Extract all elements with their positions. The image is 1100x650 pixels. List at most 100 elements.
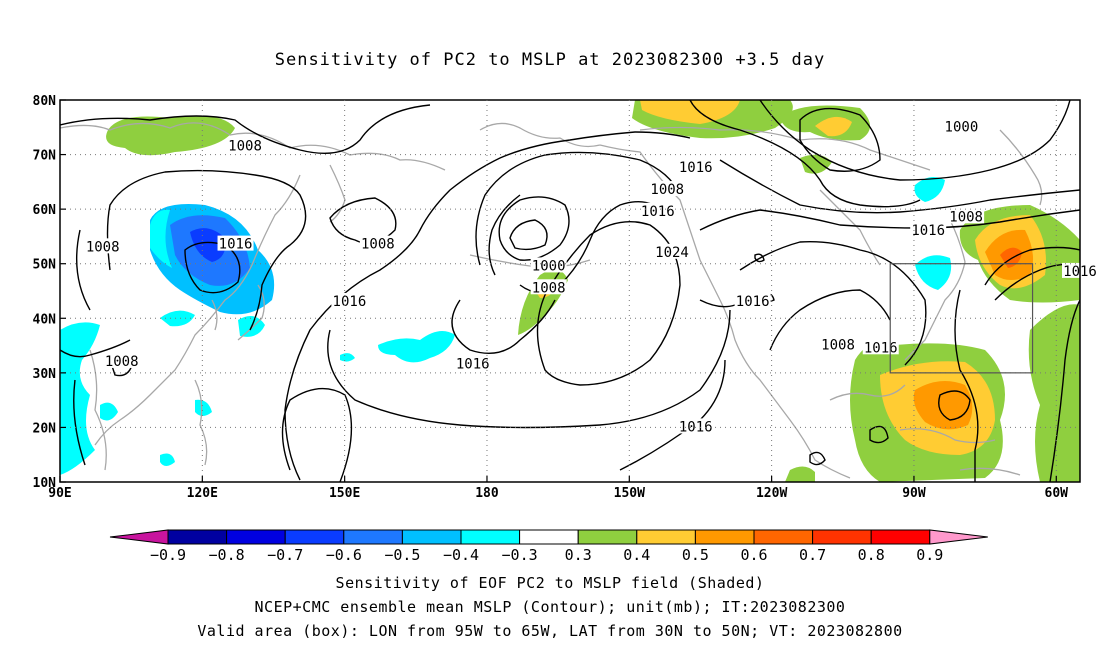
- contour-2: [106, 169, 307, 331]
- contour-4: [184, 241, 241, 294]
- contour-label-bg: [820, 336, 857, 352]
- contour-label-bg: [331, 292, 368, 308]
- contour-label-bg: [654, 243, 690, 259]
- lat-tick-label: 30N: [33, 367, 57, 382]
- shade-cyan-philip: [195, 399, 212, 416]
- lon-tick-label: 180: [475, 486, 499, 501]
- coast-caribbean: [899, 428, 996, 444]
- coast-alaska: [599, 144, 721, 301]
- contour-21: [759, 100, 1071, 181]
- contour-1: [60, 104, 431, 155]
- colorbar-segment: [226, 529, 286, 545]
- contour-label-bg: [948, 208, 985, 224]
- colorbar-label: 0.5: [682, 546, 709, 564]
- colorbar-segment: [636, 529, 696, 545]
- colorbar-segment: [167, 529, 228, 545]
- contour-9: [281, 387, 353, 482]
- contour-19: [689, 100, 921, 208]
- colorbar-label: −0.5: [384, 546, 420, 564]
- contour-32: [869, 425, 889, 444]
- colorbar-segment: [812, 529, 872, 545]
- colorbar-label: 0.3: [565, 546, 592, 564]
- shade-cyan-scs2: [160, 453, 175, 466]
- caption-line-2: NCEP+CMC ensemble mean MSLP (Contour); u…: [254, 598, 846, 616]
- colorbar-segment: [343, 529, 403, 545]
- shade-cyan-labrador: [914, 176, 945, 202]
- lat-tick-label: 70N: [33, 149, 57, 164]
- colorbar-label: −0.3: [502, 546, 538, 564]
- contour-label-bg: [677, 418, 714, 434]
- contour-14: [509, 219, 548, 251]
- lat-tick-label: 80N: [33, 94, 57, 109]
- colorbar-right-tip: [929, 529, 988, 545]
- sensitivity-shading: [60, 100, 1080, 482]
- colorbar-segment: [753, 529, 814, 545]
- shade-cyan-pacific2: [340, 353, 355, 362]
- colorbar-left-tip: [109, 529, 169, 545]
- valid-area-box: [889, 263, 1034, 374]
- contour-label-bg: [943, 118, 980, 134]
- contour-30: [1049, 299, 1080, 482]
- shade-orange-gulf: [913, 381, 973, 430]
- colorbar-segment: [284, 529, 345, 545]
- colorbar-segment: [519, 529, 579, 545]
- contour-label: 1008: [949, 209, 983, 225]
- coast-korea: [211, 299, 218, 331]
- colorbar-segment: [870, 529, 931, 545]
- caption-line-3: Valid area (box): LON from 95W to 65W, L…: [197, 622, 903, 640]
- coast-east-asia: [94, 174, 301, 446]
- contour-15: [488, 194, 521, 276]
- contour-26: [769, 289, 891, 351]
- colorbar-segment: [460, 529, 521, 545]
- coast-alaska-west: [479, 122, 601, 148]
- colorbar-label: 0.7: [799, 546, 826, 564]
- contour-label: 1016: [864, 340, 898, 356]
- colorbar-label: −0.8: [209, 546, 245, 564]
- coast-gulf: [829, 384, 906, 401]
- contour-8: [284, 131, 691, 481]
- lat-tick-label: 10N: [33, 476, 57, 491]
- contour-label-bg: [734, 292, 771, 308]
- contour-label: 1016: [679, 160, 713, 176]
- contour-label: 1008: [361, 237, 395, 253]
- coast-japan: [237, 284, 265, 341]
- contour-label-bg: [639, 202, 676, 218]
- colorbar-label: 0.8: [858, 546, 885, 564]
- contour-label: 1016: [911, 223, 945, 239]
- shade-cyan-greatlakes: [915, 255, 952, 290]
- contour-27: [984, 246, 1080, 286]
- colorbar-segment: [694, 529, 755, 545]
- contour-7: [329, 197, 397, 244]
- colorbar-label: −0.7: [267, 546, 303, 564]
- contour-33: [809, 451, 826, 466]
- contour-10: [451, 299, 556, 354]
- contour-3: [76, 229, 91, 311]
- caption-line-1: Sensitivity of EOF PC2 to MSLP field (Sh…: [335, 574, 765, 592]
- lon-tick-label: 150W: [614, 486, 645, 501]
- plot-title: Sensitivity of PC2 to MSLP at 2023082300…: [274, 50, 826, 70]
- contour-13: [498, 196, 570, 261]
- contour-label-bg: [217, 235, 254, 251]
- shade-dblue-asia: [190, 228, 226, 262]
- coast-indochina: [89, 349, 107, 471]
- contour-label-bg: [454, 355, 491, 371]
- contour-label-bg: [227, 137, 264, 153]
- contour-label: 1000: [945, 119, 979, 135]
- contour-label: 1008: [821, 338, 855, 354]
- colorbar-segment: [401, 529, 462, 545]
- contour-label: 1008: [532, 280, 566, 296]
- colorbar-label: −0.4: [443, 546, 479, 564]
- coast-sa-north: [959, 467, 1021, 476]
- lat-tick-label: 50N: [33, 258, 57, 273]
- contour-label-bg: [530, 257, 567, 273]
- lon-tick-label: 120W: [756, 486, 787, 501]
- colorbar-segment: [577, 529, 638, 545]
- contour-20: [799, 107, 881, 172]
- shade-yellow-arctic: [640, 100, 740, 124]
- lon-tick-label: 90E: [48, 486, 71, 501]
- contour-label: 1008: [650, 182, 684, 198]
- colorbar-label: 0.6: [740, 546, 767, 564]
- shade-green-hudson: [800, 154, 832, 174]
